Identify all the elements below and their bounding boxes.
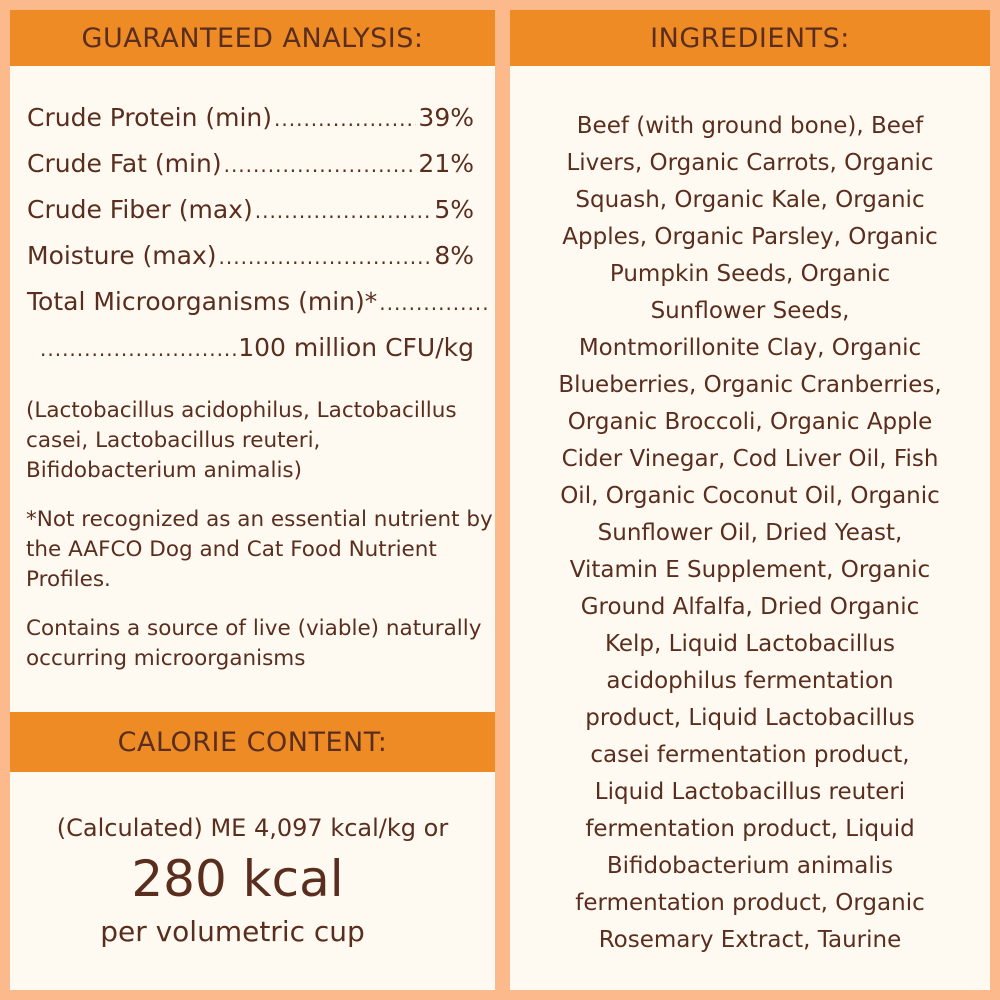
row-value: 8% <box>434 241 474 270</box>
ingredients-line: fermentation product, Liquid <box>585 816 915 842</box>
row-value: 5% <box>434 195 474 224</box>
ingredients-line: product, Liquid Lactobacillus <box>585 705 915 731</box>
row-label: Crude Fat (min) <box>27 149 222 178</box>
ingredients-line: fermentation product, Organic <box>575 890 925 916</box>
analysis-row: Crude Protein (min) 39% <box>27 103 474 132</box>
live-note-text: Contains a source of live (viable) natur… <box>26 616 482 671</box>
calorie-content-header: CALORIE CONTENT: <box>10 712 495 772</box>
strains-text: (Lactobacillus acidophilus, Lactobacillu… <box>26 398 457 483</box>
row-value: 21% <box>418 149 474 178</box>
ingredients-line: Sunflower Seeds, <box>650 298 850 324</box>
ingredients-line: Montmorillonite Clay, Organic <box>578 335 922 361</box>
dot-leader <box>40 337 236 361</box>
ingredients-line: Liquid Lactobacillus reuteri <box>594 779 906 805</box>
dot-leader <box>379 291 487 315</box>
ingredients-line: Cider Vinegar, Cod Liver Oil, Fish <box>561 446 939 472</box>
ingredients-line: Squash, Organic Kale, Organic <box>575 187 925 213</box>
row-value: 39% <box>418 103 474 132</box>
guaranteed-analysis-header: GUARANTEED ANALYSIS: <box>10 10 495 66</box>
ingredients-line: Apples, Organic Parsley, Organic <box>562 224 938 250</box>
footnote-text: *Not recognized as an essential nutrient… <box>26 507 493 592</box>
ingredients-header: INGREDIENTS: <box>510 10 990 66</box>
row-label: Crude Protein (min) <box>27 103 273 132</box>
dot-leader <box>255 199 433 223</box>
calorie-me-text: (Calculated) ME 4,097 kcal/kg or <box>56 814 449 842</box>
row-label: Total Microorganisms (min)* <box>27 287 378 316</box>
ingredients-line: Pumpkin Seeds, Organic <box>609 261 891 287</box>
dot-leader <box>224 153 417 177</box>
row-value: 100 million CFU/kg <box>238 333 474 362</box>
ingredients-line: Beef (with ground bone), Beef <box>576 113 924 139</box>
ingredients-line: Blueberries, Organic Cranberries, <box>558 372 942 398</box>
dot-leader <box>274 107 416 131</box>
calorie-kcal-value: 280 kcal <box>131 850 344 908</box>
ingredients-line: Organic Broccoli, Organic Apple <box>567 409 933 435</box>
ingredients-line: Rosemary Extract, Taurine <box>598 927 902 953</box>
ingredients-line: Oil, Organic Coconut Oil, Organic <box>560 483 940 509</box>
analysis-row: Total Microorganisms (min)* <box>27 287 489 316</box>
ingredients-line: Kelp, Liquid Lactobacillus <box>604 631 896 657</box>
ingredients-panel: INGREDIENTS: Beef (with ground bone), Be… <box>510 10 990 990</box>
row-label: Moisture (max) <box>27 241 217 270</box>
row-label: Crude Fiber (max) <box>27 195 253 224</box>
ingredients-line: acidophilus fermentation <box>606 668 894 694</box>
ingredients-line: Bifidobacterium animalis <box>606 853 894 879</box>
ingredients-line: Vitamin E Supplement, Organic <box>569 557 931 583</box>
ingredients-line: Sunflower Oil, Dried Yeast, <box>597 520 903 546</box>
analysis-row: Moisture (max) 8% <box>27 241 474 270</box>
dot-leader <box>219 245 433 269</box>
ingredients-line: casei fermentation product, <box>590 742 910 768</box>
analysis-row: Crude Fat (min) 21% <box>27 149 474 178</box>
analysis-row: 100 million CFU/kg <box>38 333 474 362</box>
analysis-row: Crude Fiber (max) 5% <box>27 195 474 224</box>
guaranteed-analysis-panel: GUARANTEED ANALYSIS: Crude Protein (min)… <box>10 10 495 990</box>
calorie-unit-text: per volumetric cup <box>100 915 365 948</box>
ingredients-list: Beef (with ground bone), Beef Livers, Org… <box>510 108 990 959</box>
ingredients-line: Livers, Organic Carrots, Organic <box>566 150 934 176</box>
ingredients-line: Ground Alfalfa, Dried Organic <box>580 594 920 620</box>
